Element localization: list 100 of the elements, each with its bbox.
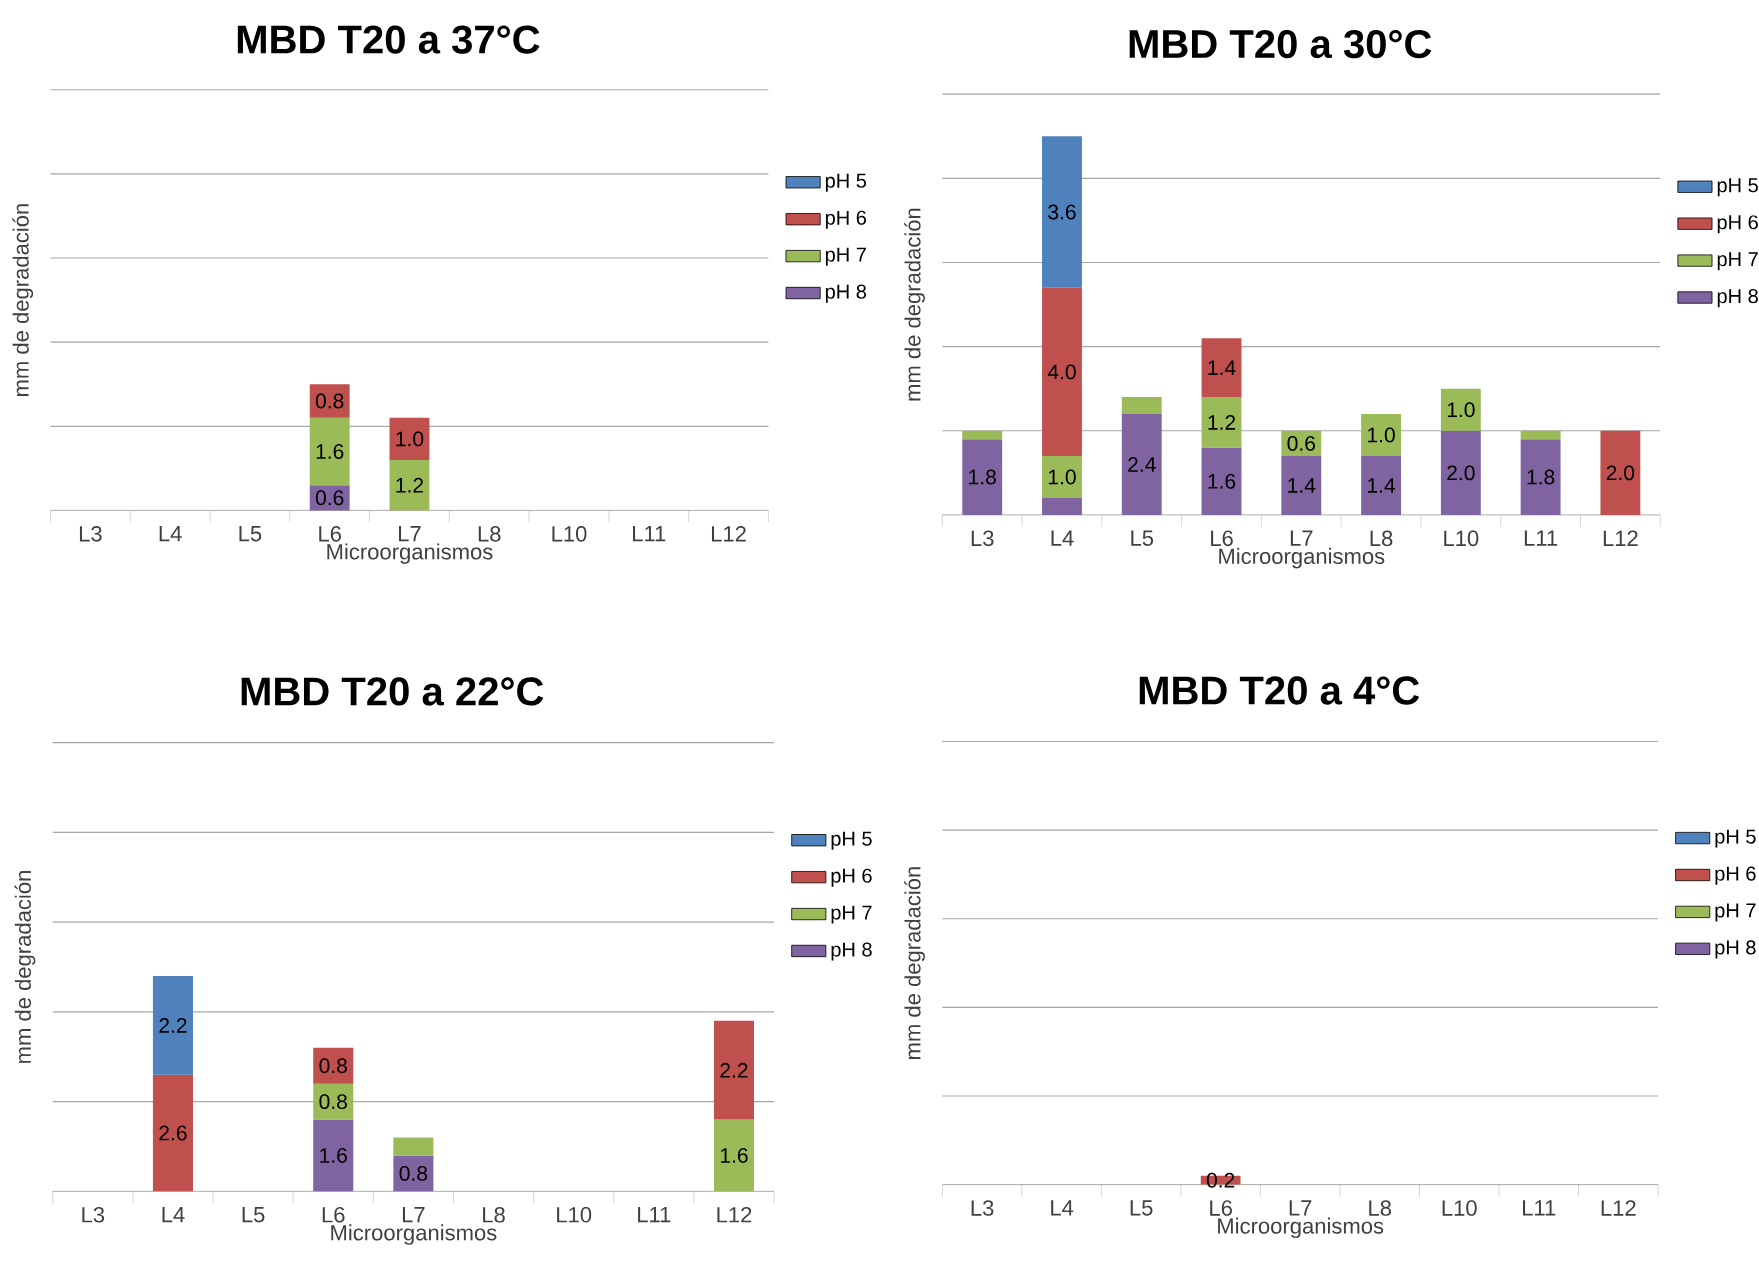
data-label: 1.6: [720, 1148, 748, 1164]
bar: [1121, 397, 1162, 415]
x-tick-label: L8: [483, 1207, 505, 1223]
data-label: 1.0: [396, 431, 424, 447]
bar: [713, 1119, 755, 1192]
bar: [393, 1155, 434, 1192]
legend-label: pH 8: [831, 942, 872, 961]
bar: [1361, 456, 1402, 516]
data-label: 4.0: [1047, 364, 1076, 380]
legend-label: pH 7: [825, 247, 866, 266]
bar: [152, 1074, 193, 1192]
data-label: 2.2: [159, 1018, 187, 1033]
x-tick-label: L11: [638, 1207, 671, 1223]
data-label: 1.8: [1527, 469, 1555, 485]
bar: [313, 1047, 354, 1084]
bar: [962, 439, 1003, 516]
legend-label: pH 7: [1715, 903, 1756, 922]
bar: [1121, 414, 1162, 516]
x-tick-label: L7: [1289, 1200, 1312, 1216]
x-tick-label: L8: [1369, 1200, 1391, 1216]
bar: [1201, 338, 1242, 398]
bar: [152, 976, 193, 1075]
data-label: 1.2: [1208, 415, 1236, 430]
bar: [1520, 430, 1561, 440]
data-label: 0.6: [1287, 436, 1315, 451]
y-axis-title: mm de degradación: [904, 867, 925, 1060]
data-label: 1.8: [969, 469, 996, 485]
bar: [1042, 456, 1082, 499]
x-tick-label: L4: [159, 526, 182, 542]
x-axis-title: Microorganismos: [1218, 1217, 1384, 1239]
data-label: 1.0: [1368, 427, 1395, 443]
data-label: 3.6: [1048, 204, 1076, 220]
data-label: 1.4: [1368, 478, 1396, 493]
data-label: 2.6: [159, 1125, 187, 1141]
legend-label: pH 5: [825, 173, 867, 192]
x-tick-label: L5: [242, 1207, 265, 1223]
x-tick-label: L5: [1131, 530, 1154, 547]
bar: [1600, 430, 1641, 516]
bar: [313, 1083, 354, 1120]
bar: [1201, 447, 1242, 516]
x-tick-label: L7: [1290, 530, 1313, 546]
bar: [1440, 388, 1481, 431]
bar: [389, 417, 430, 461]
data-label: 0.8: [399, 1166, 428, 1181]
data-label: 2.0: [1447, 465, 1475, 481]
x-tick-label: L6: [1211, 530, 1233, 547]
bar: [1042, 136, 1082, 288]
legend-label: pH 7: [1717, 252, 1758, 271]
chart-title: MBD T20 a 30°C: [1129, 30, 1432, 59]
x-tick-label: L12: [1601, 1200, 1636, 1216]
x-axis-title: Microorganismos: [327, 543, 493, 565]
x-tick-label: L3: [971, 530, 994, 547]
legend-label: pH 7: [831, 905, 872, 924]
data-label: 1.4: [1288, 478, 1316, 493]
x-tick-label: L12: [711, 526, 746, 542]
bar: [1440, 430, 1481, 516]
chart-title: MBD T20 a 4°C: [1139, 676, 1420, 705]
y-axis-title: mm de degradación: [904, 208, 925, 401]
chart-title: MBD T20 a 37°C: [237, 25, 540, 54]
x-tick-label: L6: [319, 526, 341, 542]
x-tick-label: L4: [1051, 1200, 1074, 1216]
legend-label: pH 6: [1717, 215, 1758, 234]
bar: [1042, 287, 1082, 457]
bar: [313, 1119, 354, 1192]
data-label: 2.2: [720, 1063, 748, 1078]
x-axis-title: Microorganismos: [331, 1224, 497, 1245]
legend-label: pH 6: [831, 868, 872, 887]
legend-label: pH 6: [1715, 866, 1756, 885]
x-tick-label: L12: [717, 1207, 752, 1223]
data-label: 1.6: [316, 444, 344, 460]
data-label: 1.0: [1447, 402, 1475, 418]
data-label: 1.2: [396, 477, 423, 493]
legend-label: pH 6: [825, 210, 867, 229]
bar: [1361, 414, 1402, 457]
y-axis-title: mm de degradación: [12, 204, 34, 397]
data-label: 1.6: [1208, 473, 1236, 489]
bar: [1201, 397, 1242, 448]
data-label: 2.4: [1128, 457, 1156, 472]
data-label: 0.6: [315, 490, 344, 506]
bar: [962, 430, 1003, 440]
bar: [389, 460, 430, 511]
x-tick-label: L6: [1210, 1200, 1232, 1216]
legend-label: pH 8: [1715, 940, 1756, 959]
data-label: 1.6: [320, 1148, 347, 1164]
x-axis-title: Microorganismos: [1219, 548, 1385, 569]
x-tick-label: L7: [402, 1207, 425, 1223]
x-tick-label: L10: [1444, 530, 1479, 547]
data-label: 0.8: [319, 1058, 347, 1074]
x-tick-label: L10: [557, 1207, 592, 1223]
data-label: 2.0: [1606, 465, 1635, 481]
x-tick-label: L11: [1524, 530, 1558, 546]
data-label: 0.2: [1206, 1172, 1235, 1188]
x-tick-label: L3: [971, 1200, 994, 1216]
x-tick-label: L12: [1603, 530, 1638, 547]
x-tick-label: L7: [399, 526, 421, 542]
bar: [393, 1137, 434, 1156]
legend-label: pH 5: [831, 831, 872, 850]
x-tick-label: L11: [633, 526, 666, 542]
data-label: 1.4: [1208, 360, 1236, 376]
x-tick-label: L8: [1370, 530, 1393, 547]
